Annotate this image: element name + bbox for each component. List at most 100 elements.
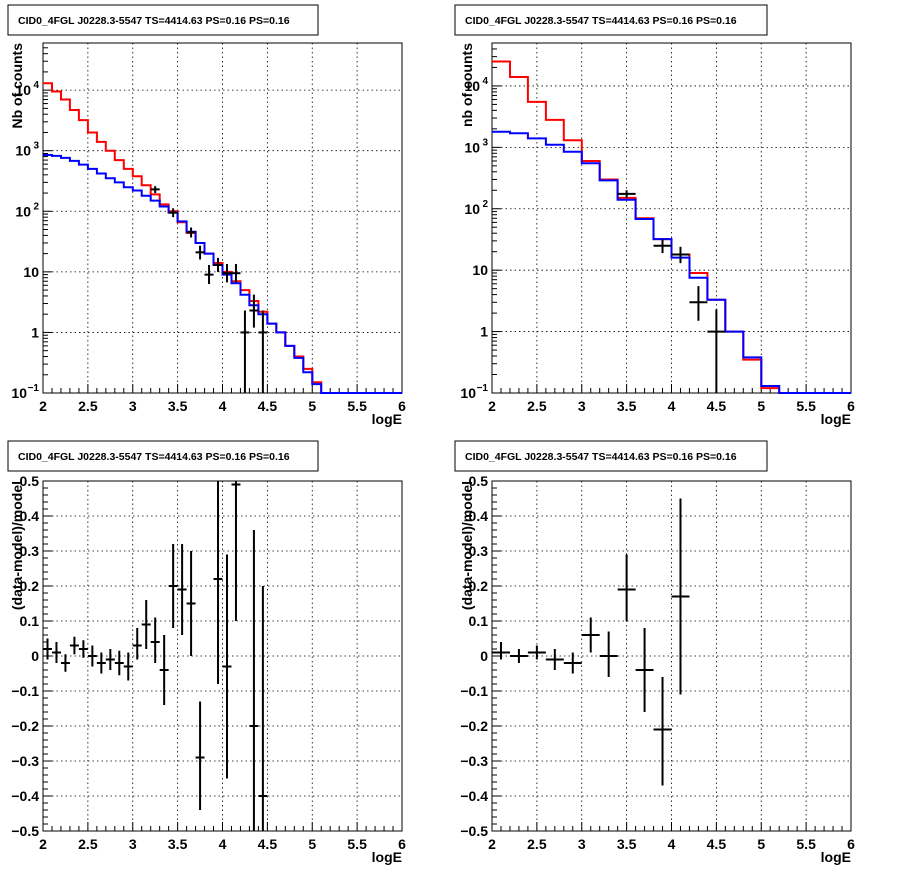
chart-title: CID0_4FGL J0228.3-5547 TS=4414.63 PS=0.1… [465,15,737,27]
y-tick-label: 0.3 [20,543,40,559]
x-tick-label: 4 [668,398,676,414]
x-tick-label: 2.5 [527,836,547,852]
x-tick-label: 3 [578,836,586,852]
data-point [222,263,232,283]
data-point [43,638,52,660]
x-tick-label: 3.5 [617,398,637,414]
data-point [150,617,160,663]
y-tick-label: 0.5 [469,473,489,489]
data-point [186,227,196,238]
y-tick-label: 1 [31,324,39,340]
x-tick-label: 5.5 [796,836,816,852]
x-tick-label: 2 [488,836,496,852]
y-tick-label: 10 [460,385,476,401]
y-tick-label: −0.2 [11,718,39,734]
data-point [563,652,582,674]
x-tick-label: 4.5 [258,836,278,852]
y-tick-exponent: 3 [33,141,39,152]
data-point [581,617,600,653]
y-tick-label: −0.3 [11,753,39,769]
y-tick-exponent: 3 [482,137,488,148]
data-point [60,654,70,672]
y-tick-exponent: 2 [33,201,39,212]
y-tick-label: 0 [480,648,488,664]
data-point [258,586,268,831]
chart-title: CID0_4FGL J0228.3-5547 TS=4414.63 PS=0.1… [18,15,290,27]
x-tick-label: 2.5 [78,836,98,852]
data-point [707,309,726,393]
y-tick-label: 0.2 [20,578,40,594]
x-tick-label: 3 [129,398,137,414]
y-tick-label: 10 [11,385,27,401]
x-tick-label: 5.5 [796,398,816,414]
data-point [689,286,708,321]
x-tick-label: 5 [308,836,316,852]
y-tick-label: 0.2 [469,578,489,594]
y-tick-label: 10 [464,78,480,94]
x-axis-title: logE [372,411,402,427]
x-tick-label: 4 [219,398,227,414]
x-axis-title: logE [821,411,851,427]
data-point [249,294,259,328]
x-tick-label: 5 [308,398,316,414]
data-point [492,642,510,660]
y-axis-title: (data-model)/model [459,481,475,610]
data-point [671,246,690,264]
data-point [132,628,142,660]
y-tick-exponent: −1 [28,383,40,394]
chart-panel-1: CID0_4FGL J0228.3-5547 TS=4414.63 PS=0.1… [7,4,406,427]
y-tick-label: 10 [464,139,480,155]
y-tick-label: 10 [15,203,31,219]
data-point [653,239,672,254]
x-tick-label: 3.5 [168,836,188,852]
data-point [69,636,79,655]
y-tick-label: −0.4 [11,788,39,804]
data-point [527,645,546,660]
y-axis-title: nb of counts [459,43,475,127]
chart-title-box [454,440,768,472]
chart-title: CID0_4FGL J0228.3-5547 TS=4414.63 PS=0.1… [18,451,290,463]
y-tick-label: 1 [480,324,488,340]
data-point [78,640,88,658]
data-point [599,631,618,677]
y-tick-label: 0.1 [469,613,489,629]
series-step-2 [492,130,851,394]
data-point [240,310,250,393]
x-tick-label: 5.5 [347,398,367,414]
data-point [204,264,214,285]
y-tick-exponent: 4 [33,80,39,91]
x-tick-label: 6 [398,836,406,852]
y-tick-label: 10 [23,264,39,280]
y-axis-title: (data-model)/model [9,481,25,610]
data-point [653,677,672,786]
y-tick-label: −0.5 [11,823,39,839]
data-point [258,310,268,393]
y-tick-label: 0.5 [20,473,40,489]
x-tick-label: 6 [398,398,406,414]
y-tick-label: 10 [15,82,31,98]
y-tick-label: 0.3 [469,543,489,559]
data-point [617,190,636,198]
data-point [168,208,178,218]
series-step-2 [43,154,402,394]
y-tick-label: 10 [472,262,488,278]
x-tick-label: 6 [847,836,855,852]
x-tick-label: 4.5 [707,398,727,414]
data-point [249,530,259,831]
x-tick-label: 3 [578,398,586,414]
x-axis-title: logE [821,849,851,865]
data-point [177,544,187,635]
x-tick-label: 4 [668,836,676,852]
x-tick-label: 2 [39,398,47,414]
x-tick-label: 2 [39,836,47,852]
y-tick-label: 10 [15,143,31,159]
y-tick-label: 0.4 [469,508,489,524]
data-point [168,544,178,628]
data-point [141,600,151,649]
y-tick-label: 0 [31,648,39,664]
x-tick-label: 3 [129,836,137,852]
data-point [222,554,232,779]
y-tick-label: 0.4 [20,508,40,524]
x-tick-label: 2.5 [527,398,547,414]
data-point [213,257,223,272]
